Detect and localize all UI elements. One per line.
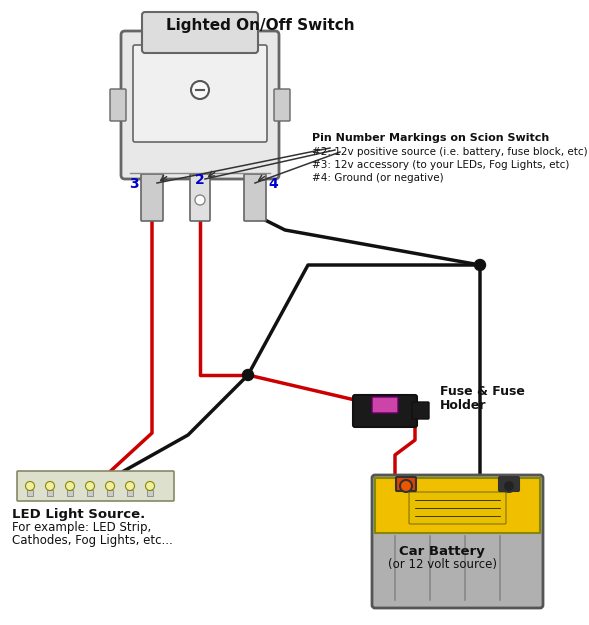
Circle shape	[475, 259, 485, 271]
Circle shape	[45, 481, 55, 491]
FancyBboxPatch shape	[17, 471, 174, 501]
FancyBboxPatch shape	[244, 174, 266, 221]
Circle shape	[503, 480, 515, 492]
Text: #4: Ground (or negative): #4: Ground (or negative)	[312, 173, 444, 183]
Circle shape	[195, 195, 205, 205]
Text: For example: LED Strip,: For example: LED Strip,	[12, 521, 151, 534]
FancyBboxPatch shape	[121, 31, 279, 179]
Text: Cathodes, Fog Lights, etc...: Cathodes, Fog Lights, etc...	[12, 534, 173, 547]
FancyBboxPatch shape	[110, 89, 126, 121]
Circle shape	[125, 481, 134, 491]
Text: 2: 2	[195, 173, 205, 187]
Bar	[147, 490, 153, 496]
Circle shape	[400, 480, 412, 492]
FancyBboxPatch shape	[372, 397, 398, 413]
Circle shape	[105, 481, 114, 491]
Bar	[27, 490, 33, 496]
FancyBboxPatch shape	[190, 174, 210, 221]
FancyBboxPatch shape	[142, 12, 258, 53]
FancyBboxPatch shape	[412, 402, 429, 419]
Bar	[107, 490, 113, 496]
Text: Fuse & Fuse: Fuse & Fuse	[440, 385, 525, 398]
Circle shape	[65, 481, 74, 491]
Bar	[67, 490, 73, 496]
Circle shape	[191, 81, 209, 99]
Text: (or 12 volt source): (or 12 volt source)	[388, 558, 497, 571]
FancyBboxPatch shape	[396, 477, 416, 491]
Circle shape	[243, 369, 253, 381]
Bar	[87, 490, 93, 496]
Text: Lighted On/Off Switch: Lighted On/Off Switch	[166, 18, 355, 33]
Bar	[47, 490, 53, 496]
FancyBboxPatch shape	[409, 492, 506, 524]
Text: 4: 4	[268, 177, 278, 191]
FancyBboxPatch shape	[353, 395, 417, 427]
Text: #3: 12v accessory (to your LEDs, Fog Lights, etc): #3: 12v accessory (to your LEDs, Fog Lig…	[312, 160, 570, 170]
Text: #2: 12v positive source (i.e. battery, fuse block, etc): #2: 12v positive source (i.e. battery, f…	[312, 147, 588, 157]
FancyBboxPatch shape	[375, 478, 540, 533]
Bar	[127, 490, 133, 496]
FancyBboxPatch shape	[274, 89, 290, 121]
Text: Holder: Holder	[440, 399, 487, 412]
Circle shape	[85, 481, 94, 491]
FancyBboxPatch shape	[141, 174, 163, 221]
Text: Car Battery: Car Battery	[399, 545, 485, 558]
Text: 3: 3	[130, 177, 139, 191]
Text: Pin Number Markings on Scion Switch: Pin Number Markings on Scion Switch	[312, 133, 550, 143]
Text: LED Light Source.: LED Light Source.	[12, 508, 145, 521]
Circle shape	[145, 481, 154, 491]
Circle shape	[25, 481, 35, 491]
FancyBboxPatch shape	[499, 477, 519, 491]
FancyBboxPatch shape	[372, 475, 543, 608]
FancyBboxPatch shape	[133, 45, 267, 142]
